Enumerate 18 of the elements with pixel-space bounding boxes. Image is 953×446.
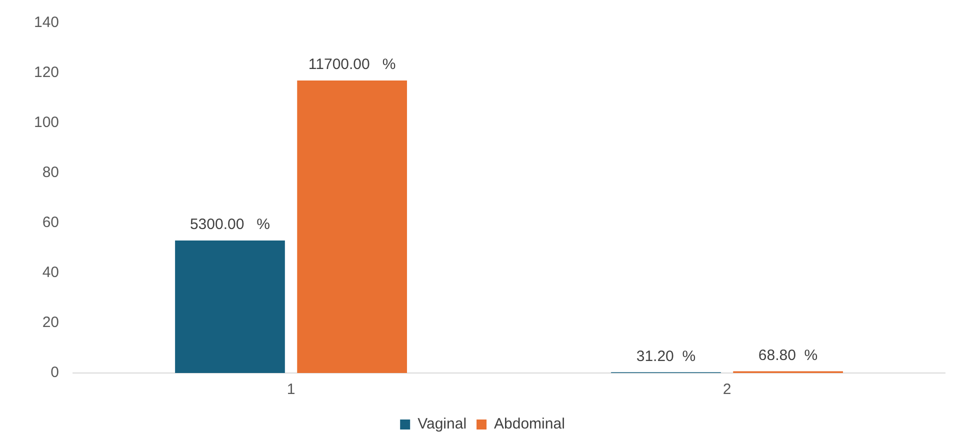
x-tick-label: 1 [286,381,296,398]
bar [297,80,407,373]
legend-label: Vaginal [418,416,467,433]
y-tick-label: 0 [50,364,60,382]
y-tick-label: 100 [34,114,60,132]
y-tick-label: 60 [42,214,60,232]
data-label: 68.80 % [758,346,818,364]
legend-label: Abdominal [494,416,565,433]
bar [175,240,285,373]
data-label: 5300.00 % [190,216,270,234]
y-tick-label: 120 [34,64,60,82]
y-tick-label: 80 [42,164,60,182]
data-label: 31.20 % [636,348,696,365]
y-tick-label: 20 [42,314,60,332]
y-tick-label: 140 [34,14,60,32]
x-tick-label: 2 [722,381,732,398]
data-label: 11700.00 % [308,56,396,74]
y-tick-label: 40 [42,264,60,282]
